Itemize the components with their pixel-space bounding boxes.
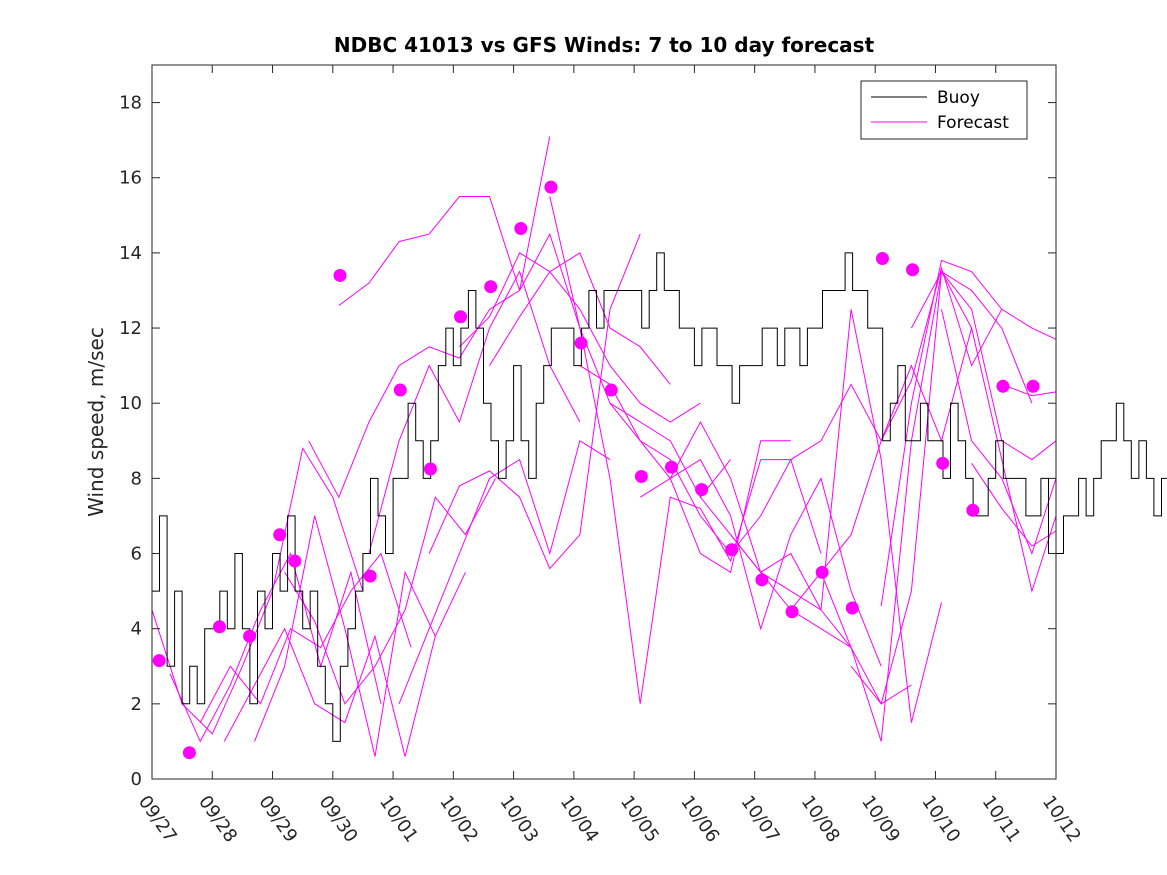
forecast-line: [880, 259, 1057, 607]
forecast-line: [609, 402, 822, 555]
y-tick-label: 16: [119, 168, 142, 189]
forecast-line: [850, 269, 1057, 705]
forecast-point: [363, 569, 377, 583]
y-axis-label: Wind speed, m/sec: [84, 327, 108, 517]
buoy-line: [152, 252, 1167, 742]
forecast-point: [875, 252, 889, 266]
forecast-point: [152, 654, 166, 668]
y-tick-label: 10: [119, 393, 142, 414]
forecast-line: [199, 552, 412, 723]
forecast-point: [212, 620, 226, 634]
plot-area: [151, 64, 1167, 780]
y-tick-label: 8: [131, 468, 142, 489]
y-tick-label: 14: [119, 243, 142, 264]
forecast-point: [544, 180, 558, 194]
forecast-point: [966, 503, 980, 517]
forecast-point: [514, 221, 528, 235]
forecast-point: [996, 379, 1010, 393]
forecast-point: [333, 268, 347, 282]
forecast-line: [169, 552, 382, 743]
y-tick-label: 12: [119, 318, 142, 339]
forecast-line: [910, 270, 1057, 461]
forecast-line: [308, 290, 520, 499]
forecast-point: [936, 456, 950, 470]
forecast-point: [906, 263, 920, 277]
forecast-line: [790, 266, 1003, 611]
legend-forecast-label: Forecast: [937, 113, 1009, 133]
y-tick-label: 0: [131, 769, 142, 790]
forecast-point: [574, 336, 588, 350]
forecast-line: [971, 463, 1057, 547]
y-tick-label: 2: [131, 694, 142, 715]
y-tick-label: 18: [119, 93, 142, 114]
forecast-point: [755, 573, 769, 587]
forecast-point: [634, 469, 648, 483]
forecast-line: [223, 627, 436, 757]
forecast-line: [398, 440, 611, 704]
forecast-point: [423, 462, 437, 476]
forecast-point: [695, 483, 709, 497]
forecast-point: [393, 383, 407, 397]
forecast-point: [182, 746, 196, 760]
legend: Buoy Forecast: [860, 80, 1028, 140]
forecast-point: [815, 565, 829, 579]
forecast-line: [368, 270, 581, 554]
y-axis: 0 2 4 6 8 10 12 14 16 18: [119, 93, 1056, 790]
y-tick-label: 6: [131, 544, 142, 565]
forecast-point: [604, 383, 618, 397]
forecast-line: [284, 478, 496, 705]
forecast-line: [489, 270, 701, 423]
forecast-line: [338, 136, 551, 306]
legend-box: [860, 80, 1028, 140]
series-layer: [151, 136, 1167, 760]
forecast-point: [273, 528, 287, 542]
forecast-line: [1001, 383, 1057, 397]
forecast-point: [484, 280, 498, 294]
plot-frame: [151, 64, 1057, 780]
legend-buoy-label: Buoy: [937, 88, 980, 108]
y-tick-label: 4: [131, 619, 142, 640]
forecast-point: [845, 601, 859, 615]
chart-title: NDBC 41013 vs GFS Winds: 7 to 10 day for…: [334, 33, 875, 57]
forecast-point: [288, 554, 302, 568]
forecast-line: [820, 270, 1033, 742]
forecast-line: [760, 327, 973, 461]
forecast-point: [785, 605, 799, 619]
forecast-point: [664, 460, 678, 474]
forecast-line: [549, 196, 762, 704]
forecast-line: [428, 233, 641, 570]
forecast-point: [725, 543, 739, 557]
forecast-line: [941, 309, 1057, 555]
forecast-point: [1026, 379, 1040, 393]
forecast-point: [243, 629, 257, 643]
forecast-point: [454, 310, 468, 324]
